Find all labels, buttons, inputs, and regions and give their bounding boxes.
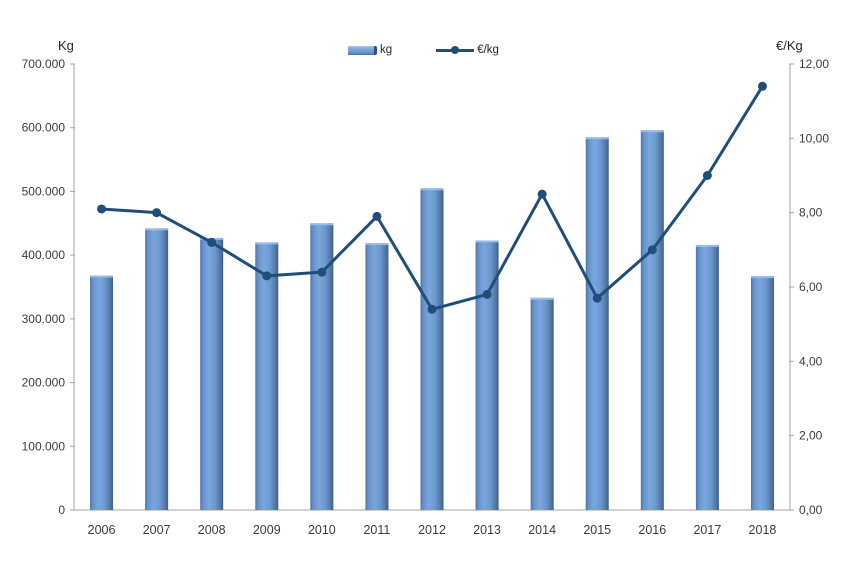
bar-top-cap: [585, 137, 609, 140]
left-axis-tick-label: 500.000: [22, 184, 66, 198]
line-point-2018[interactable]: [757, 81, 767, 91]
bar-2016[interactable]: [640, 130, 664, 510]
line-point-2009[interactable]: [262, 271, 272, 281]
legend-item-kg[interactable]: kg: [348, 44, 392, 56]
bar-2009[interactable]: [255, 242, 279, 510]
left-axis-tick-label: 200.000: [22, 376, 66, 390]
legend-item-eur-per-kg[interactable]: €/kg: [436, 44, 499, 56]
right-axis-tick-label: 0,00: [799, 503, 823, 517]
x-axis-category-label: 2014: [528, 523, 556, 537]
bar-top-cap: [475, 240, 499, 243]
right-axis-tick-label: 12,00: [799, 57, 829, 71]
x-axis-category-label: 2018: [749, 523, 777, 537]
line-point-2016[interactable]: [647, 245, 657, 255]
legend: kg €/kg: [0, 44, 847, 56]
bar-top-cap: [90, 275, 114, 278]
left-axis-tick-label: 400.000: [22, 248, 66, 262]
bar-top-cap: [640, 130, 664, 133]
bar-top-cap: [145, 228, 169, 231]
x-axis-category-label: 2015: [583, 523, 611, 537]
x-axis-category-label: 2008: [198, 523, 226, 537]
line-point-2006[interactable]: [97, 204, 107, 214]
bar-top-cap: [420, 188, 444, 191]
right-axis-tick-label: 2,00: [799, 429, 823, 443]
bar-top-cap: [750, 276, 774, 279]
left-axis-tick-label: 700.000: [22, 57, 66, 71]
bar-2007[interactable]: [145, 228, 169, 510]
right-axis-tick-label: 10,00: [799, 131, 829, 145]
line-point-2008[interactable]: [207, 237, 217, 247]
left-axis-title: Kg: [58, 38, 74, 53]
bar-2018[interactable]: [750, 276, 774, 510]
x-axis-category-label: 2013: [473, 523, 501, 537]
x-axis-category-label: 2009: [253, 523, 281, 537]
bar-series-swatch-icon: [348, 45, 378, 55]
right-axis-tick-label: 4,00: [799, 354, 823, 368]
line-point-2011[interactable]: [372, 211, 382, 221]
line-point-2014[interactable]: [537, 189, 547, 199]
x-axis-category-label: 2011: [363, 523, 390, 537]
bar-2006[interactable]: [90, 275, 114, 510]
bar-top-cap: [255, 242, 279, 245]
bar-2010[interactable]: [310, 223, 334, 511]
right-axis-tick-label: 6,00: [799, 280, 823, 294]
line-point-2015[interactable]: [592, 293, 602, 303]
bar-2011[interactable]: [365, 243, 389, 510]
line-point-2010[interactable]: [317, 267, 327, 277]
line-point-2017[interactable]: [702, 171, 712, 180]
legend-label-kg: kg: [380, 44, 393, 56]
bar-top-cap: [530, 297, 554, 300]
x-axis-category-label: 2010: [308, 523, 336, 537]
left-axis-tick-label: 300.000: [22, 312, 66, 326]
bar-top-cap: [695, 244, 719, 247]
bar-2013[interactable]: [475, 240, 499, 510]
bar-top-cap: [310, 223, 334, 226]
left-axis-tick-label: 100.000: [22, 439, 66, 453]
x-axis-category-label: 2007: [143, 523, 171, 537]
line-series-swatch-icon: [436, 45, 475, 55]
bar-2012[interactable]: [420, 188, 444, 510]
line-point-2007[interactable]: [152, 208, 162, 218]
x-axis-category-label: 2017: [693, 523, 721, 537]
bar-2014[interactable]: [530, 297, 554, 510]
left-axis-tick-label: 0: [58, 503, 65, 517]
right-axis-title: €/Kg: [776, 38, 803, 53]
x-axis-category-label: 2006: [88, 523, 116, 537]
bar-2015[interactable]: [585, 137, 609, 510]
bar-2008[interactable]: [200, 237, 224, 510]
x-axis-category-label: 2012: [418, 523, 446, 537]
line-point-2013[interactable]: [482, 289, 492, 299]
bar-top-cap: [365, 243, 389, 246]
left-axis-tick-label: 600.000: [22, 121, 66, 135]
x-axis-category-label: 2016: [638, 523, 666, 537]
right-axis-tick-label: 8,00: [799, 206, 823, 220]
line-point-2012[interactable]: [427, 304, 437, 314]
bar-2017[interactable]: [695, 244, 719, 510]
legend-label-eur-per-kg: €/kg: [477, 44, 499, 56]
